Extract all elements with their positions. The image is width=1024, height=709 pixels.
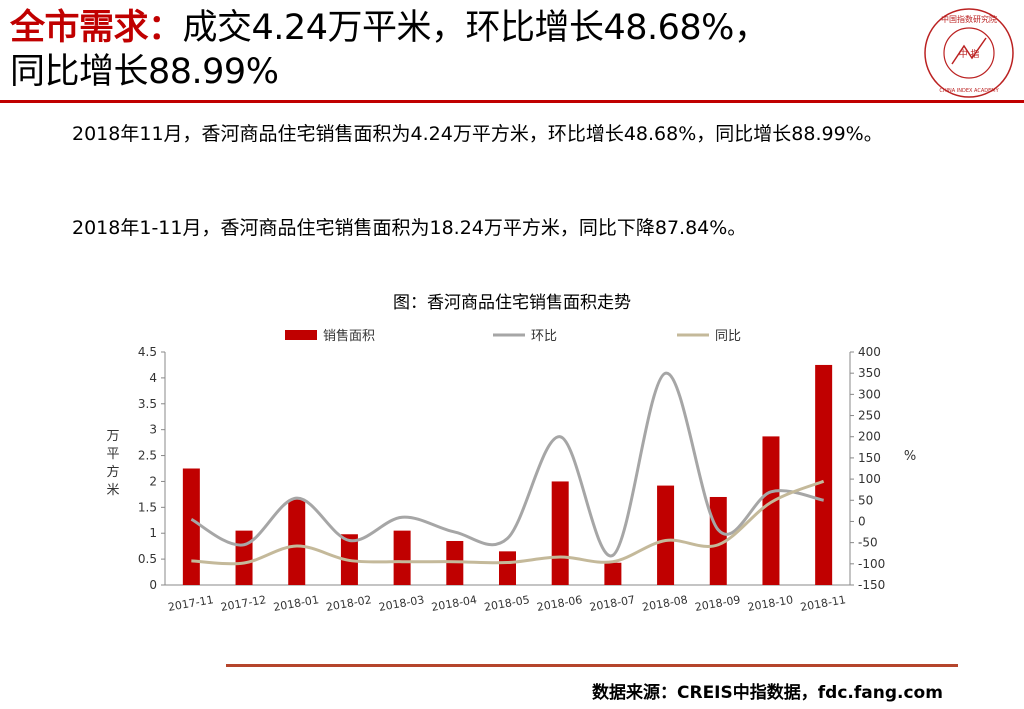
left-tick-label: 0.5 [138,552,157,566]
right-tick-label: 50 [858,493,873,507]
left-tick-label: 0 [149,578,157,592]
chart-title: 图：香河商品住宅销售面积走势 [393,293,631,313]
sales-area-chart: 0 0.5 1 1.5 2 2.5 3 3.5 4 4.5 -150 -100 -50 0 50 100 150… [106,328,916,614]
right-tick-label: -100 [858,557,885,571]
x-tick-label: 2018-06 [536,593,584,614]
right-tick-label: -150 [858,578,885,592]
bar [657,485,675,585]
title-line1: 成交4.24万平米，环比增长48.68%， [182,8,769,48]
x-tick-label: 2017-12 [220,593,268,614]
bar [393,530,411,585]
left-axis-label-char: 方 [106,464,119,480]
right-tick-label: 400 [858,345,881,359]
logo-text-center: 中 指 [959,48,980,60]
x-tick-label: 2018-01 [272,593,320,614]
bar [288,499,306,585]
x-tick-label: 2018-11 [799,593,847,614]
title-colon: ： [148,8,183,48]
right-tick-label: 0 [858,514,866,528]
left-tick-label: 3.5 [138,397,157,411]
header-divider [0,100,1024,103]
bar [709,496,727,585]
paragraph-monthly: 2018年11月，香河商品住宅销售面积为4.24万平方米，环比增长48.68%，… [72,123,883,145]
left-tick-label: 4 [149,371,157,385]
legend-label-yoy: 同比 [715,329,741,344]
x-tick-label: 2018-09 [694,593,742,614]
right-tick-label: 250 [858,409,881,423]
china-index-academy-logo: 中国指数研究院 中 指 CHINA INDEX ACADEMY [924,8,1014,98]
left-tick-label: 2.5 [138,449,157,463]
x-tick-label: 2017-11 [167,593,215,614]
x-tick-label: 2018-07 [589,593,637,614]
legend-label-bar: 销售面积 [323,328,375,344]
x-tick-label: 2018-08 [641,593,689,614]
right-tick-label: 200 [858,430,881,444]
bar [604,562,622,585]
left-tick-label: 1 [149,526,157,540]
bar [551,481,569,585]
bar [762,436,780,585]
left-tick-label: 3 [149,423,157,437]
right-tick-label: 150 [858,451,881,465]
x-tick-label: 2018-04 [430,593,478,614]
logo-text-top: 中国指数研究院 [941,14,997,24]
paragraph-ytd: 2018年1-11月，香河商品住宅销售面积为18.24万平方米，同比下降87.8… [72,217,747,239]
right-tick-label: 100 [858,472,881,486]
bar [235,530,253,585]
x-tick-label: 2018-03 [378,593,426,614]
bar [499,551,516,585]
left-tick-label: 1.5 [138,500,157,514]
title-keyword: 全市需求 [10,8,149,48]
right-axis-label: % [904,449,916,464]
legend-label-mom: 环比 [531,329,557,344]
bar [815,364,833,585]
left-tick-label: 2 [149,474,157,488]
left-axis-label-char: 万 [106,429,119,444]
bar [182,468,200,585]
x-tick-label: 2018-05 [483,593,531,614]
logo-text-bottom: CHINA INDEX ACADEMY [939,88,999,94]
footer-divider [226,664,958,667]
legend-swatch-bar [285,330,317,340]
page-title: 全市需求：成交4.24万平米，环比增长48.68%， 同比增长88.99% [10,6,910,94]
right-tick-label: -50 [858,536,878,550]
right-tick-label: 350 [858,366,881,380]
x-tick-label: 2018-10 [747,593,795,614]
line-series-yoy [191,479,825,566]
left-tick-label: 4.5 [138,345,157,359]
right-tick-label: 300 [858,387,881,401]
left-axis-label-char: 平 [106,447,119,462]
left-axis-label-char: 米 [106,483,119,498]
line-series-mom [190,371,824,557]
title-line2: 同比增长88.99% [10,52,279,92]
data-source: 数据来源：CREIS中指数据，fdc.fang.com [592,683,943,703]
x-tick-label: 2018-02 [325,593,373,614]
